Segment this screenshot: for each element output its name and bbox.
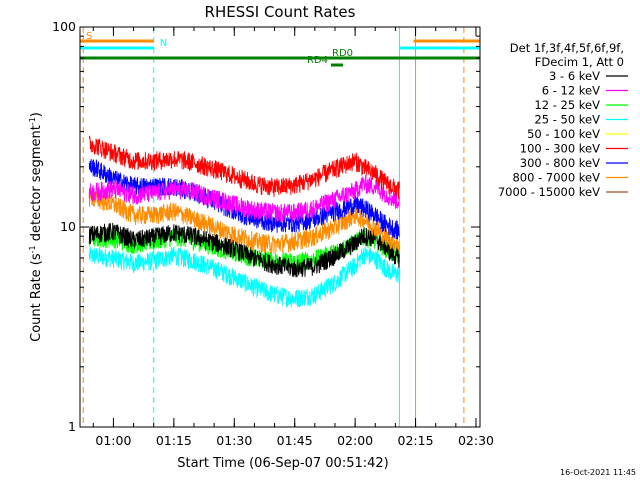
legend: Det 1f,3f,4f,5f,6f,9f,FDecim 1, Att 03 -… (498, 41, 628, 199)
y-axis-label: Count Rate (s-1 detector segment-1) (28, 112, 44, 342)
legend-label-3: 25 - 50 keV (534, 113, 600, 127)
y-tick-label-1: 10 (60, 219, 76, 234)
x-tick-label-0: 01:00 (95, 433, 131, 448)
timestamp: 16-Oct-2021 11:45 (560, 468, 636, 477)
x-tick-label-2: 01:30 (216, 433, 252, 448)
legend-label-5: 100 - 300 keV (520, 142, 600, 156)
attenuator-label-1: N (160, 38, 167, 49)
legend-header-1: FDecim 1, Att 0 (535, 55, 624, 69)
series-line-6 (88, 158, 400, 240)
x-axis-label: Start Time (06-Sep-07 00:51:42) (177, 456, 388, 471)
y-axis-ticks: 1 10 100 (52, 19, 480, 434)
legend-label-8: 7000 - 15000 keV (498, 185, 600, 199)
series-line-0 (88, 222, 400, 278)
x-tick-label-6: 02:30 (458, 433, 494, 448)
attenuator-label-0: S (86, 31, 92, 42)
attenuator-label-5: RD4 (307, 55, 328, 66)
x-tick-label-3: 01:45 (277, 433, 313, 448)
series-line-7 (88, 190, 400, 254)
x-tick-label-5: 02:15 (398, 433, 434, 448)
y-tick-label-2: 100 (52, 19, 76, 34)
legend-label-7: 800 - 7000 keV (512, 171, 600, 185)
series-line-1 (88, 174, 400, 223)
legend-header-0: Det 1f,3f,4f,5f,6f,9f, (510, 41, 624, 55)
chart-title: RHESSI Count Rates (205, 3, 356, 21)
series-lines (88, 135, 400, 308)
attenuator-bars: S N RD0 RD4 (80, 31, 480, 67)
x-tick-label-1: 01:15 (156, 433, 192, 448)
series-line-5 (88, 135, 400, 200)
legend-label-6: 300 - 800 keV (520, 156, 600, 170)
x-tick-label-4: 02:00 (337, 433, 373, 448)
legend-label-1: 6 - 12 keV (542, 84, 600, 98)
legend-label-0: 3 - 6 keV (549, 69, 600, 83)
attenuator-label-4: RD0 (332, 48, 353, 59)
x-axis-ticks: 01:00 01:15 01:30 01:45 02:00 02:15 02:30 (92, 27, 494, 448)
legend-label-2: 12 - 25 keV (534, 98, 600, 112)
legend-label-4: 50 - 100 keV (527, 127, 600, 141)
series-line-3 (88, 246, 400, 308)
y-tick-label-0: 1 (68, 419, 76, 434)
